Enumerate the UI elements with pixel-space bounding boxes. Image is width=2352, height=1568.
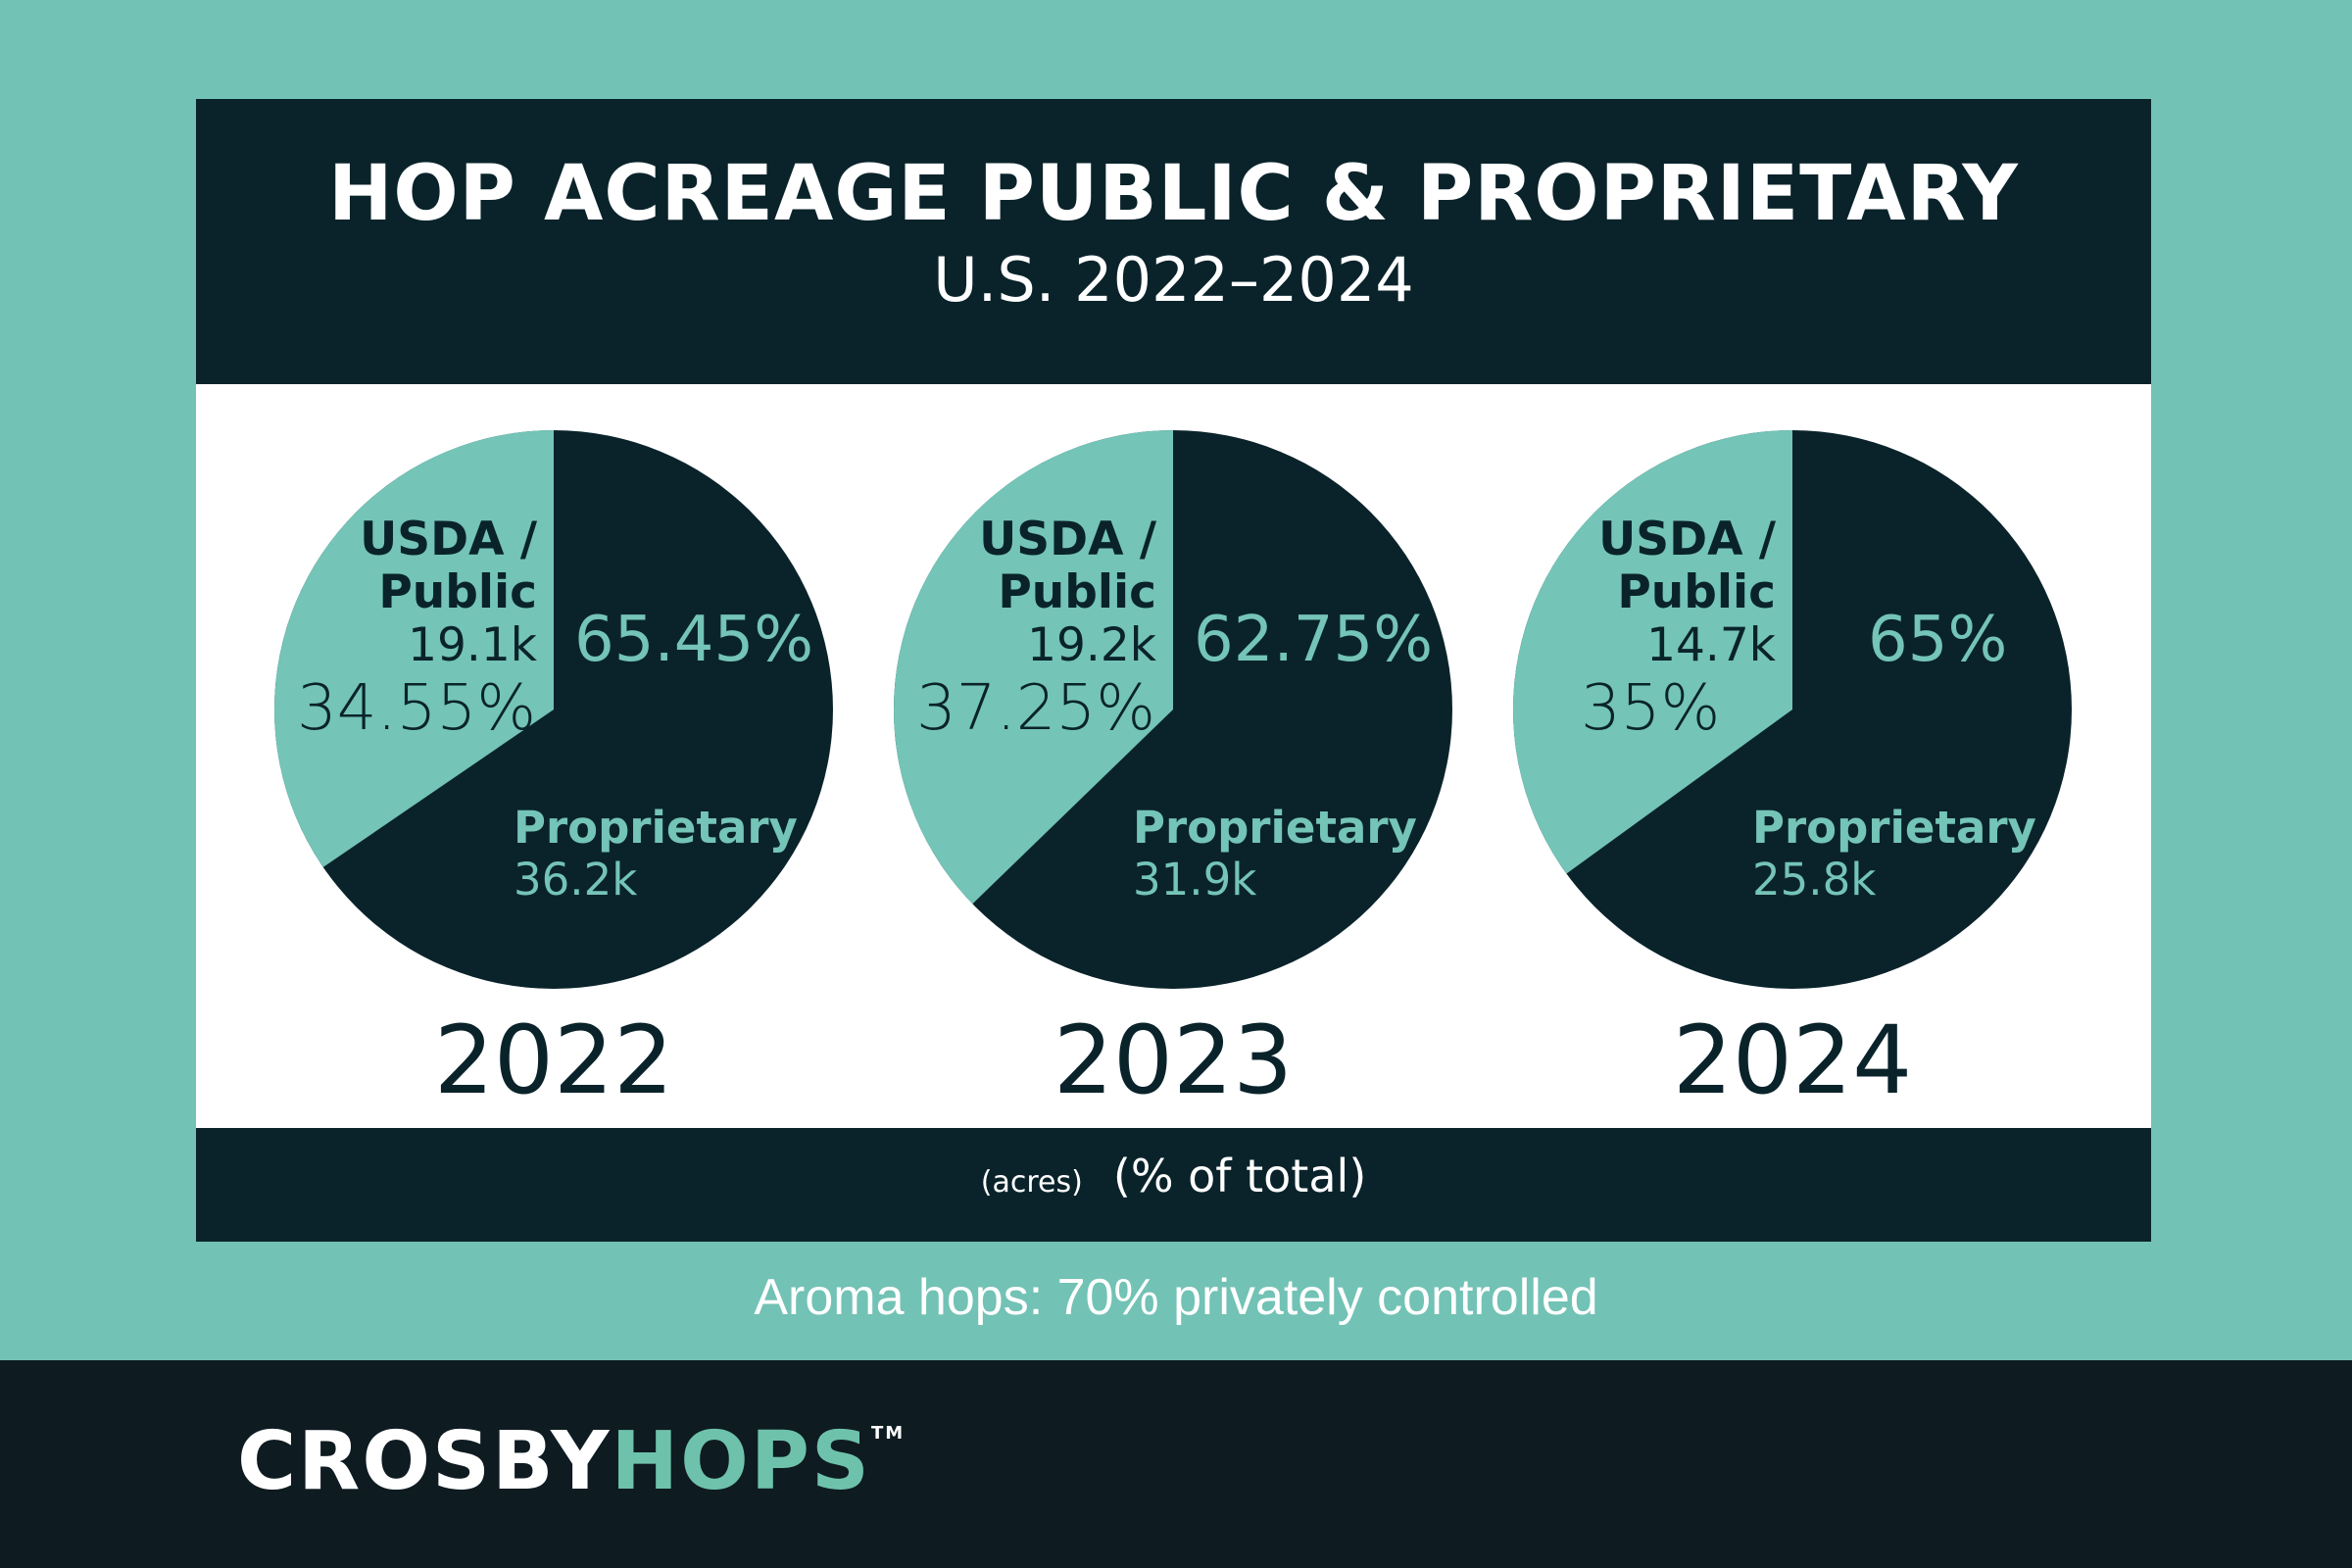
public-label-line1: USDA / xyxy=(1598,513,1777,566)
proprietary-label: Proprietary xyxy=(1752,802,2036,854)
chart-title: HOP ACREAGE PUBLIC & PROPRIETARY xyxy=(328,150,2019,238)
public-label-line2: Public xyxy=(998,565,1156,619)
proprietary-percent: 65% xyxy=(1868,604,2007,676)
trademark: TM xyxy=(870,1423,906,1444)
year-label: 2024 xyxy=(1673,1005,1912,1115)
public-label-line2: Public xyxy=(378,565,537,619)
proprietary-acres: 31.9k xyxy=(1133,854,1256,906)
pie-slice-public xyxy=(893,430,1173,905)
pie-2023 xyxy=(893,430,1452,989)
public-percent: 37.25% xyxy=(916,672,1155,745)
proprietary-acres: 36.2k xyxy=(514,854,637,906)
proprietary-percent: 62.75% xyxy=(1194,604,1433,676)
proprietary-percent: 65.45% xyxy=(574,604,813,676)
year-label: 2022 xyxy=(434,1005,673,1115)
chart-subtitle: U.S. 2022–2024 xyxy=(933,244,1414,316)
units-percent: (% of total) xyxy=(1112,1150,1367,1202)
crosbyhops-logo: CROSBYHOPSTM xyxy=(237,1415,905,1508)
pie-2022 xyxy=(274,430,833,989)
pie-slice-public xyxy=(274,430,554,867)
proprietary-acres: 25.8k xyxy=(1752,854,1876,906)
public-label-line1: USDA / xyxy=(979,513,1157,566)
proprietary-label: Proprietary xyxy=(1133,802,1417,854)
caption: Aroma hops: 70% privately controlled xyxy=(754,1269,1598,1326)
public-acres: 19.2k xyxy=(1027,618,1157,672)
units-acres: (acres) xyxy=(980,1165,1083,1200)
pie-2024 xyxy=(1513,430,2072,989)
public-percent: 35% xyxy=(1581,672,1720,745)
proprietary-label: Proprietary xyxy=(514,802,798,854)
logo-hops: HOPS xyxy=(611,1415,871,1508)
units-note: (acres) (% of total) xyxy=(196,1150,2151,1202)
footer: CROSBYHOPSTM xyxy=(0,1360,2352,1568)
year-label: 2023 xyxy=(1054,1005,1293,1115)
public-acres: 14.7k xyxy=(1646,618,1777,672)
public-percent: 34.55% xyxy=(297,672,536,745)
public-label-line2: Public xyxy=(1617,565,1776,619)
logo-crosby: CROSBY xyxy=(237,1415,612,1508)
public-acres: 19.1k xyxy=(408,618,538,672)
pie-slice-public xyxy=(1513,430,1792,874)
header: HOP ACREAGE PUBLIC & PROPRIETARY U.S. 20… xyxy=(196,99,2151,384)
public-label-line1: USDA / xyxy=(360,513,538,566)
